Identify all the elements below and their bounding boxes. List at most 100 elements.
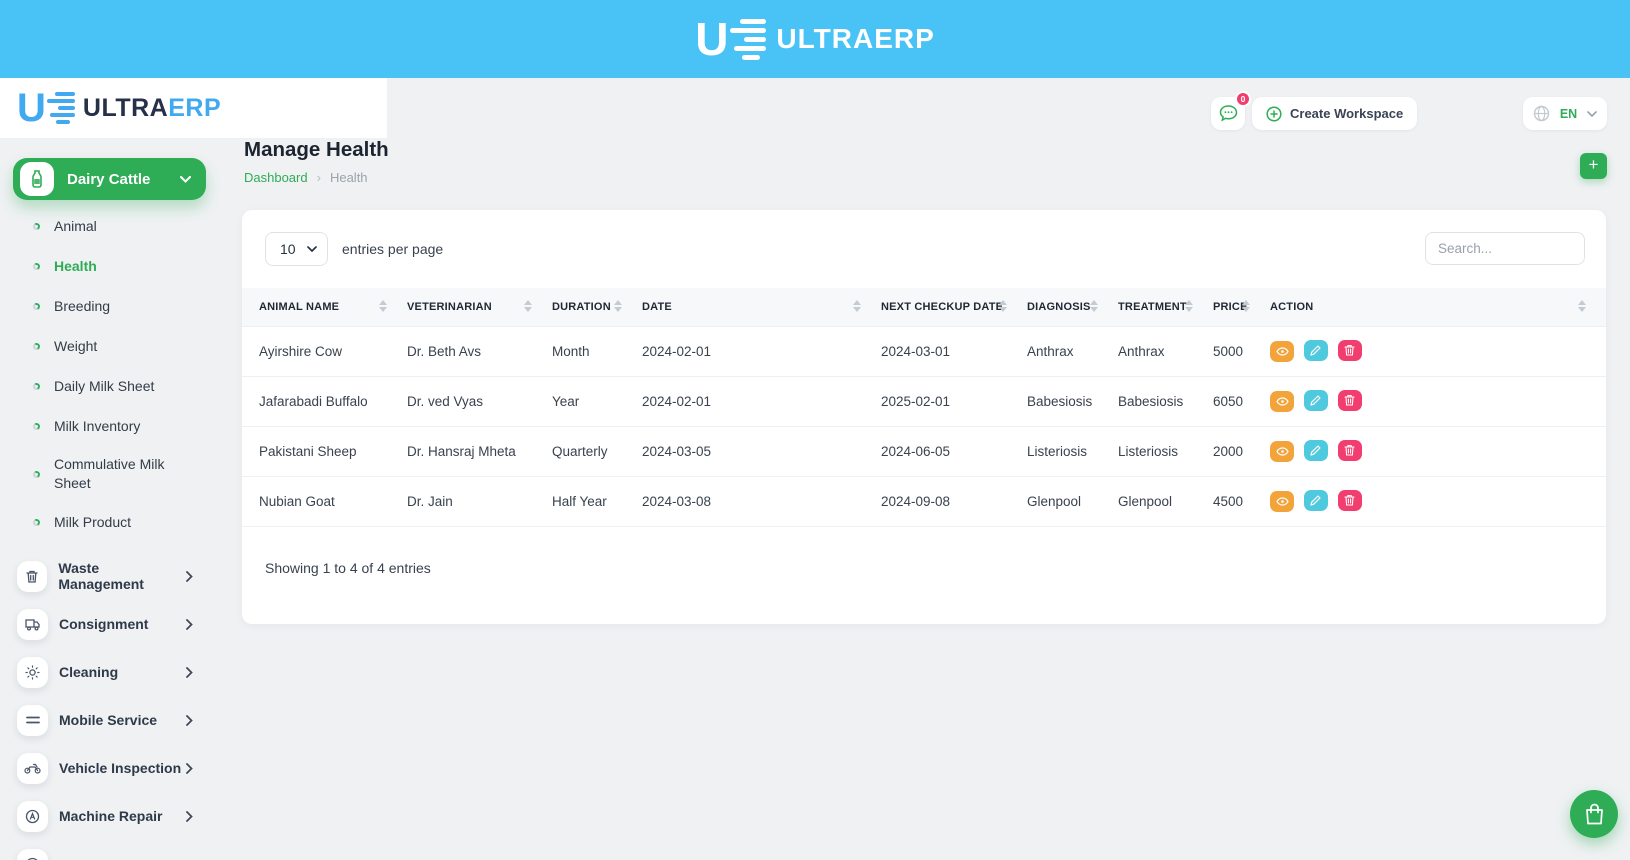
column-header-next-checkup-date[interactable]: NEXT CHECKUP DATE — [881, 288, 1027, 326]
breadcrumb-dashboard-link[interactable]: Dashboard — [244, 170, 308, 185]
sort-icon[interactable] — [379, 299, 387, 312]
chevron-right-icon — [186, 810, 193, 822]
cell-price: 4500 — [1213, 493, 1244, 509]
add-record-button[interactable]: + — [1580, 153, 1607, 179]
sidebar-item-health[interactable]: Health — [0, 246, 215, 286]
sort-icon[interactable] — [999, 299, 1007, 312]
edit-button[interactable] — [1303, 490, 1328, 512]
cell-animal-name: Ayirshire Cow — [259, 343, 343, 359]
trash-icon — [1344, 445, 1355, 456]
language-selector[interactable]: EN — [1523, 97, 1607, 130]
view-button[interactable] — [1270, 341, 1294, 363]
sidebar-item-label: Weight — [54, 337, 98, 354]
sidebar-item-machine-repair[interactable]: Machine Repair — [0, 792, 215, 840]
breadcrumb: Dashboard › Health — [244, 170, 368, 185]
column-header-animal-name[interactable]: ANIMAL NAME — [242, 288, 407, 326]
chevron-down-icon — [307, 246, 317, 252]
eye-icon — [1275, 497, 1289, 506]
truck-icon — [17, 608, 48, 640]
eye-icon — [1275, 347, 1289, 356]
chat-button[interactable]: 0 — [1211, 91, 1251, 130]
view-button[interactable] — [1270, 441, 1294, 463]
cell-treatment: Glenpool — [1118, 493, 1173, 509]
column-header-diagnosis[interactable]: DIAGNOSIS — [1027, 288, 1118, 326]
sidebar-item-commulative-milk-sheet[interactable]: Commulative Milk Sheet — [0, 446, 215, 502]
sort-icon[interactable] — [853, 299, 861, 312]
entries-per-page-select[interactable]: 10 — [265, 232, 328, 266]
column-header-action[interactable]: ACTION — [1270, 288, 1606, 326]
delete-button[interactable] — [1337, 439, 1362, 461]
search-input[interactable] — [1425, 232, 1585, 265]
cell-date: 2024-03-05 — [642, 443, 712, 459]
column-header-veterinarian[interactable]: VETERINARIAN — [407, 288, 552, 326]
table-row: Pakistani Sheep Dr. Hansraj Mheta Quarte… — [242, 426, 1606, 476]
sort-icon[interactable] — [1185, 299, 1193, 312]
logo-u-glyph: U — [17, 86, 46, 130]
edit-button[interactable] — [1303, 390, 1328, 412]
sidebar-logo[interactable]: U ULTRA ERP — [17, 88, 221, 128]
chat-icon — [1219, 105, 1237, 122]
sidebar-item-consignment[interactable]: Consignment — [0, 600, 215, 648]
column-header-treatment[interactable]: TREATMENT — [1118, 288, 1213, 326]
ring-icon — [32, 301, 41, 311]
delete-button[interactable] — [1337, 339, 1362, 361]
chevron-right-icon — [186, 618, 193, 630]
trash-icon — [17, 560, 48, 592]
column-header-price[interactable]: PRICE — [1213, 288, 1270, 326]
sidebar-item-label: Animal — [54, 217, 97, 234]
sidebar-item-daily-milk-sheet[interactable]: Daily Milk Sheet — [0, 366, 215, 406]
sort-icon[interactable] — [1090, 299, 1098, 312]
delete-button[interactable] — [1337, 489, 1362, 511]
sidebar-group-dairy-cattle[interactable]: Dairy Cattle — [13, 158, 206, 200]
brand-u-glyph: U — [695, 13, 728, 65]
sidebar-item-milk-product[interactable]: Milk Product — [0, 502, 215, 542]
sidebar-item-mobile-service[interactable]: Mobile Service — [0, 696, 215, 744]
cell-price: 2000 — [1213, 443, 1244, 459]
sidebar-item-cleaning[interactable]: Cleaning — [0, 648, 215, 696]
sort-icon[interactable] — [1242, 299, 1250, 312]
milk-bottle-icon — [20, 162, 54, 196]
logo-text-erp: ERP — [168, 93, 222, 122]
delete-button[interactable] — [1337, 389, 1362, 411]
create-workspace-label: Create Workspace — [1290, 106, 1404, 121]
sidebar-item-partial[interactable] — [0, 840, 215, 860]
entries-per-page-value: 10 — [280, 241, 296, 257]
sidebar-item-animal[interactable]: Animal — [0, 206, 215, 246]
health-table-card: 10 entries per page ANIMAL NAME VETERINA… — [242, 210, 1606, 624]
table-row: Nubian Goat Dr. Jain Half Year 2024-03-0… — [242, 476, 1606, 526]
ring-icon — [32, 469, 41, 479]
sort-icon[interactable] — [1578, 299, 1586, 312]
sidebar-item-milk-inventory[interactable]: Milk Inventory — [0, 406, 215, 446]
edit-button[interactable] — [1303, 340, 1328, 362]
ring-icon — [32, 261, 41, 271]
sidebar-item-label: Health — [54, 257, 97, 274]
trash-icon — [1344, 345, 1355, 356]
sidebar-item-vehicle-inspection[interactable]: Vehicle Inspection — [0, 744, 215, 792]
create-workspace-button[interactable]: Create Workspace — [1252, 97, 1418, 130]
sidebar-item-weight[interactable]: Weight — [0, 326, 215, 366]
ring-icon — [32, 381, 41, 391]
sidebar-item-waste-management[interactable]: Waste Management — [0, 552, 215, 600]
sidebar-item-breeding[interactable]: Breeding — [0, 286, 215, 326]
sidebar-item-label: Cleaning — [59, 664, 119, 680]
chevron-down-icon — [180, 175, 191, 183]
language-value: EN — [1559, 106, 1578, 121]
chevron-right-icon — [186, 762, 193, 774]
sort-icon[interactable] — [524, 299, 532, 312]
cell-animal-name: Pakistani Sheep — [259, 443, 357, 459]
column-header-date[interactable]: DATE — [642, 288, 881, 326]
column-header-duration[interactable]: DURATION — [552, 288, 642, 326]
breadcrumb-current: Health — [329, 170, 368, 185]
shop-fab-button[interactable] — [1570, 790, 1618, 838]
view-button[interactable] — [1270, 491, 1294, 513]
cell-price: 5000 — [1213, 343, 1244, 359]
cell-treatment: Listeriosis — [1118, 443, 1179, 459]
page-title: Manage Health — [244, 138, 389, 161]
globe-icon — [1533, 105, 1550, 122]
view-button[interactable] — [1270, 391, 1294, 413]
sort-icon[interactable] — [614, 299, 622, 312]
brand-text: ULTRAERP — [776, 23, 935, 54]
edit-button[interactable] — [1303, 440, 1328, 462]
cell-duration: Quarterly — [552, 443, 608, 459]
cell-animal-name: Jafarabadi Buffalo — [259, 393, 368, 409]
